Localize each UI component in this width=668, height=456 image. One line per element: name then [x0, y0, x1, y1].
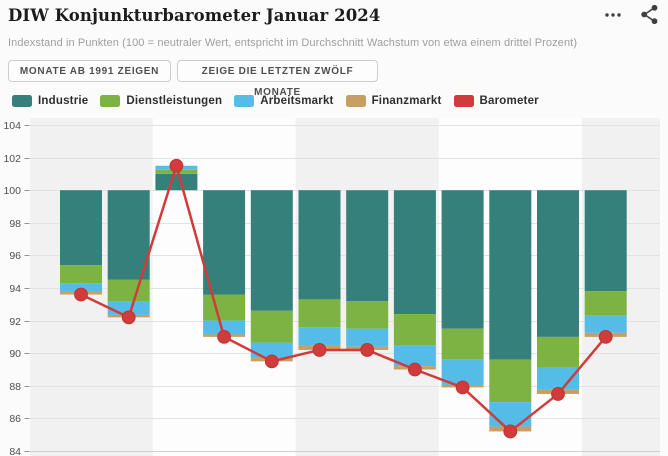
y-axis-label-86: 86 — [9, 413, 21, 425]
legend-label: Finanzmarkt — [371, 95, 442, 107]
bar-8-segment-arbeitsmarkt[interactable] — [393, 345, 436, 367]
bar-12-segment-industrie[interactable] — [584, 190, 627, 292]
bar-10-segment-industrie[interactable] — [489, 190, 532, 360]
y-axis-label-88: 88 — [9, 381, 21, 393]
barometer-point-8[interactable] — [408, 362, 422, 377]
barometer-point-1[interactable] — [74, 287, 88, 302]
bar-1-segment-arbeitsmarkt[interactable] — [60, 283, 102, 293]
bar-2-segment-industrie[interactable] — [107, 190, 150, 280]
bar-9-segment-dienstleistungen[interactable] — [441, 328, 484, 360]
legend-swatch-barometer — [453, 95, 474, 107]
chart-subtitle: Indexstand in Punkten (100 = neutraler W… — [8, 37, 578, 49]
barometer-point-4[interactable] — [217, 330, 232, 344]
barometer-line — [80, 164, 607, 433]
bar-7-segment-arbeitsmarkt[interactable] — [346, 328, 389, 347]
barometer-point-2[interactable] — [121, 310, 136, 325]
bar-1-segment-industrie[interactable] — [60, 190, 102, 266]
barometer-point-12[interactable] — [598, 330, 613, 344]
y-axis-label-96: 96 — [9, 250, 21, 262]
barometer-point-3[interactable] — [169, 158, 184, 173]
barometer-point-6[interactable] — [312, 343, 327, 357]
bar-10-segment-arbeitsmarkt[interactable] — [489, 402, 532, 427]
bar-12-segment-dienstleistungen[interactable] — [584, 291, 627, 316]
bar-5-segment-dienstleistungen[interactable] — [250, 310, 293, 343]
bar-3-segment-industrie[interactable] — [155, 173, 198, 191]
barometer-point-9[interactable] — [455, 380, 470, 395]
legend-label: Dienstleistungen — [126, 95, 223, 107]
show-months-from-1991-button[interactable]: MONATE AB 1991 ZEIGEN — [8, 60, 171, 82]
bar-11-segment-dienstleistungen[interactable] — [537, 336, 579, 368]
legend: Industrie Dienstleistungen Arbeitsmarkt Fin… — [12, 95, 539, 107]
bar-5-segment-arbeitsmarkt[interactable] — [250, 342, 293, 359]
bar-1-segment-dienstleistungen[interactable] — [60, 265, 102, 284]
y-axis-label-104: 104 — [3, 120, 21, 132]
page-title: DIW Konjunkturbarometer Januar 2024 — [8, 6, 381, 25]
bar-6-segment-dienstleistungen[interactable] — [298, 299, 341, 328]
legend-label: Arbeitsmarkt — [260, 95, 334, 107]
bar-4-segment-dienstleistungen[interactable] — [203, 294, 246, 321]
legend-item-dienstleistungen[interactable]: Dienstleistungen — [100, 95, 222, 107]
legend-swatch-finanzmarkt — [345, 95, 366, 107]
bar-7-segment-dienstleistungen[interactable] — [346, 301, 389, 329]
bar-10-segment-dienstleistungen[interactable] — [489, 359, 532, 403]
legend-item-industrie[interactable]: Industrie — [12, 95, 88, 107]
y-axis-label-84: 84 — [9, 446, 21, 456]
show-last-twelve-months-button[interactable]: ZEIGE DIE LETZTEN ZWÖLF MONATE — [177, 60, 378, 98]
bar-6-segment-arbeitsmarkt[interactable] — [298, 327, 341, 346]
bar-4-segment-industrie[interactable] — [203, 190, 246, 295]
barometer-point-10[interactable] — [503, 424, 518, 439]
header-actions — [602, 3, 660, 25]
legend-item-barometer[interactable]: Barometer — [453, 95, 539, 107]
y-axis-label-94: 94 — [9, 283, 21, 295]
y-axis-label-98: 98 — [9, 218, 21, 230]
bar-12-segment-arbeitsmarkt[interactable] — [584, 315, 627, 333]
legend-swatch-industrie — [12, 95, 32, 107]
bar-8-segment-industrie[interactable] — [393, 190, 436, 315]
bar-4-segment-arbeitsmarkt[interactable] — [203, 320, 246, 335]
share-icon[interactable] — [638, 3, 660, 25]
barometer-point-11[interactable] — [551, 387, 565, 401]
legend-item-finanzmarkt[interactable]: Finanzmarkt — [345, 95, 442, 107]
bar-7-segment-industrie[interactable] — [346, 190, 389, 302]
barometer-chart: 84 86 88 90 92 94 96 98 100 102 104 — [3, 118, 660, 456]
bar-5-segment-industrie[interactable] — [250, 190, 293, 311]
bar-9-segment-industrie[interactable] — [441, 190, 484, 329]
ellipsis-menu-icon[interactable] — [602, 3, 624, 25]
y-axis-label-90: 90 — [9, 348, 21, 360]
bar-6-segment-industrie[interactable] — [298, 190, 341, 300]
legend-item-arbeitsmarkt[interactable]: Arbeitsmarkt — [234, 95, 333, 107]
y-axis-label-102: 102 — [3, 153, 21, 165]
bar-11-segment-arbeitsmarkt[interactable] — [537, 367, 579, 390]
barometer-point-7[interactable] — [360, 343, 375, 357]
legend-swatch-arbeitsmarkt — [234, 95, 255, 107]
barometer-point-5[interactable] — [264, 354, 279, 369]
bar-2-segment-dienstleistungen[interactable] — [107, 279, 150, 302]
legend-label: Industrie — [38, 95, 89, 107]
bar-11-segment-industrie[interactable] — [537, 190, 579, 337]
legend-label: Barometer — [479, 95, 539, 107]
legend-swatch-dienstleistungen — [100, 95, 121, 107]
y-axis-label-100: 100 — [3, 185, 21, 197]
bar-8-segment-dienstleistungen[interactable] — [393, 314, 436, 346]
y-axis-label-92: 92 — [9, 316, 21, 328]
